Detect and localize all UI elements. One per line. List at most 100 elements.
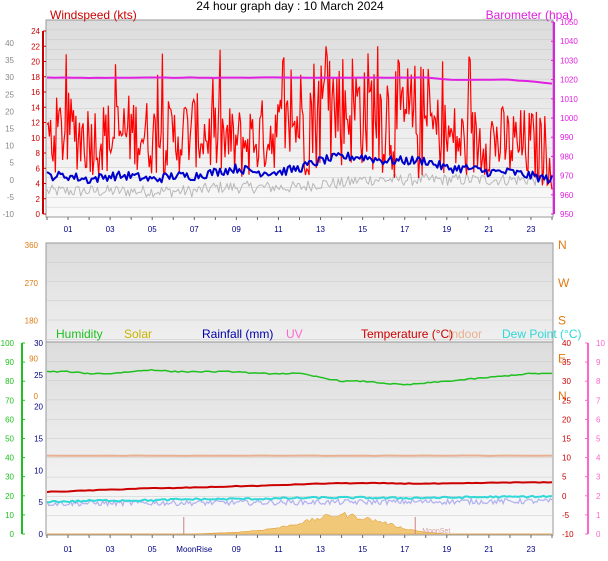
x-tick-label: 23 (527, 225, 536, 234)
wind-tick-label: 6 (36, 164, 41, 173)
uv-tick-label: 8 (596, 377, 601, 386)
uv-tick-label: 10 (596, 339, 605, 348)
wind-tick-label: 20 (31, 58, 40, 67)
x-tick-label: 05 (148, 545, 157, 554)
uv-tick-label: 4 (596, 454, 601, 463)
outer-tick-label: 40 (5, 39, 14, 48)
compass-label: E (558, 351, 566, 365)
x-tick-label: 11 (274, 545, 283, 554)
baro-tick-label: 1030 (560, 56, 578, 65)
compass-label: W (558, 276, 570, 290)
baro-tick-label: 980 (560, 152, 574, 161)
temp-tick-label: 5 (562, 473, 567, 482)
x-tick-label: 01 (64, 225, 73, 234)
legend-indoor: Indoor (448, 327, 482, 341)
baro-tick-label: 1020 (560, 76, 578, 85)
humidity-tick-label: 10 (5, 511, 14, 520)
uv-tick-label: 3 (596, 473, 601, 482)
humidity-tick-label: 80 (5, 377, 14, 386)
x-tick-label: 05 (148, 225, 157, 234)
baro-tick-label: 1010 (560, 95, 578, 104)
temp-tick-label: 15 (562, 435, 571, 444)
wind-tick-label: 8 (36, 149, 41, 158)
humidity-tick-label: 20 (5, 492, 14, 501)
x-tick-label: 03 (106, 545, 115, 554)
x-tick-label: 15 (358, 225, 367, 234)
wind-tick-label: 12 (31, 119, 40, 128)
humidity-tick-label: 70 (5, 396, 14, 405)
baro-tick-label: 1050 (560, 18, 578, 27)
wind-tick-label: 14 (31, 103, 40, 112)
wind-tick-label: 16 (31, 88, 40, 97)
wind-tick-label: 10 (31, 134, 40, 143)
humidity-tick-label: 100 (1, 339, 15, 348)
outer-tick-label: 0 (10, 176, 15, 185)
series-wind-average (46, 151, 553, 185)
outer-tick-label: 20 (5, 107, 14, 116)
temp-tick-label: -10 (562, 530, 574, 539)
temp-tick-label: 0 (562, 492, 567, 501)
series-humidity (46, 368, 552, 386)
wind-tick-label: 22 (31, 42, 40, 51)
temp-tick-label: 10 (562, 454, 571, 463)
temp-tick-label: 20 (562, 415, 571, 424)
x-tick-label: 13 (316, 545, 325, 554)
uv-tick-label: 7 (596, 396, 601, 405)
humidity-tick-label: 90 (5, 358, 14, 367)
x-tick-label: 07 (190, 225, 199, 234)
series-windspeed (46, 46, 553, 190)
temp-tick-label: 35 (562, 358, 571, 367)
legend-temperature: Temperature (°C) (361, 327, 453, 341)
temp-tick-label: 40 (562, 339, 571, 348)
x-tick-label: 19 (442, 225, 451, 234)
humidity-tick-label: 40 (5, 454, 14, 463)
wind-tick-label: 0 (36, 210, 41, 219)
wind-tick-label: 4 (36, 180, 41, 189)
outer-tick-label: -10 (2, 210, 14, 219)
x-tick-label: 17 (400, 225, 409, 234)
outer-tick-label: -5 (7, 193, 15, 202)
windspeed-label: Windspeed (kts) (50, 8, 137, 22)
legend-dew-point: Dew Point (°C) (502, 327, 581, 341)
humidity-tick-label: 60 (5, 415, 14, 424)
temp-tick-label: 25 (562, 396, 571, 405)
x-tick-label: 09 (232, 225, 241, 234)
series-temperature (46, 481, 553, 494)
wind-tick-label: 2 (36, 195, 41, 204)
temp-tick-label: 30 (562, 377, 571, 386)
x-tick-label: 21 (484, 545, 493, 554)
temp-tick-label: -5 (562, 511, 570, 520)
chart-title: 24 hour graph day : 10 March 2024 (196, 0, 384, 13)
rain-tick-label: 10 (34, 466, 43, 475)
outer-tick-label: 10 (5, 142, 14, 151)
outer-tick-label: 15 (5, 125, 14, 134)
rain-tick-label: 0 (39, 530, 44, 539)
x-tick-label: 19 (442, 545, 451, 554)
barometer-label: Barometer (hpa) (486, 8, 573, 22)
x-tick-label: 01 (64, 545, 73, 554)
series-wind-low (46, 173, 553, 198)
direction-tick-label: 270 (25, 279, 39, 288)
baro-tick-label: 950 (560, 210, 574, 219)
direction-tick-label: 90 (29, 354, 38, 363)
legend-humidity: Humidity (56, 327, 103, 341)
humidity-tick-label: 50 (5, 435, 14, 444)
direction-tick-label: 180 (25, 317, 39, 326)
x-tick-label: 13 (316, 225, 325, 234)
x-tick-label: 15 (358, 545, 367, 554)
uv-tick-label: 9 (596, 358, 601, 367)
x-tick-label: 03 (106, 225, 115, 234)
baro-tick-label: 990 (560, 133, 574, 142)
legend-uv: UV (286, 327, 303, 341)
rain-tick-label: 30 (34, 339, 43, 348)
outer-tick-label: 35 (5, 56, 14, 65)
uv-tick-label: 2 (596, 492, 601, 501)
rain-tick-label: 15 (34, 435, 43, 444)
baro-tick-label: 960 (560, 191, 574, 200)
x-tick-label: MoonRise (176, 545, 213, 554)
direction-tick-label: 360 (25, 241, 39, 250)
wind-tick-label: 24 (31, 27, 40, 36)
x-tick-label: 09 (232, 545, 241, 554)
uv-tick-label: 0 (596, 530, 601, 539)
